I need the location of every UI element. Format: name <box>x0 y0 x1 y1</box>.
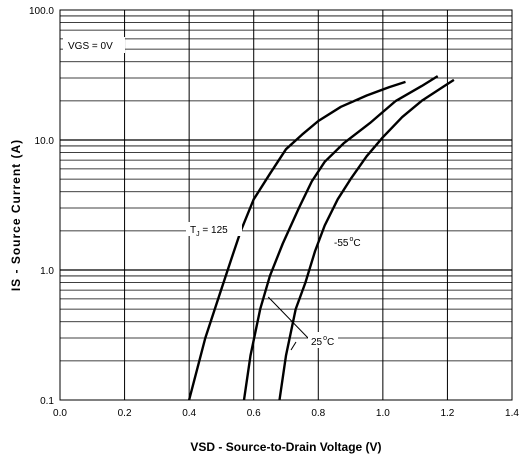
leader-line-25c-tail <box>290 341 297 351</box>
x-tick-label: 0.8 <box>311 408 325 419</box>
y-tick-label: 10.0 <box>35 136 55 147</box>
t-minus55-label: -55oC <box>334 236 361 249</box>
t-25-label: 25oC <box>311 335 334 348</box>
tj-subscript: J <box>196 231 200 238</box>
x-tick-label: 0.4 <box>182 408 196 419</box>
t-minus55-box <box>330 233 366 249</box>
x-tick-label: 1.0 <box>376 408 390 419</box>
x-tick-label: 0.2 <box>118 408 132 419</box>
tj-label-box <box>186 222 242 236</box>
x-tick-labels: 0.0 0.2 0.4 0.6 0.8 1.0 1.2 1.4 <box>53 408 519 419</box>
series-lines <box>187 75 455 401</box>
series-line-3 <box>278 78 455 401</box>
chart-grid <box>60 10 512 400</box>
t-25-value: 25 <box>311 337 323 348</box>
series-line-1 <box>187 80 406 401</box>
y-tick-label: 0.1 <box>40 396 54 407</box>
y-tick-label: 100.0 <box>29 6 54 17</box>
y-axis-title: IS - Source Current (A) <box>9 139 23 291</box>
annotation-leaders <box>267 296 311 351</box>
t-minus55-degree: o <box>349 236 353 243</box>
x-axis-title: VSD - Source-to-Drain Voltage (V) <box>190 440 381 454</box>
t-25-box <box>308 332 338 348</box>
tj-t: T <box>190 225 196 236</box>
vgs-label-box <box>63 37 125 53</box>
x-tick-label: 0.0 <box>53 408 67 419</box>
tj-125-label: TJ = 125 <box>190 225 228 238</box>
y-tick-label: 1.0 <box>40 266 54 277</box>
y-tick-labels: 0.1 1.0 10.0 100.0 <box>29 6 54 407</box>
tj-value: = 125 <box>200 225 229 236</box>
t-minus55-unit: C <box>353 238 360 249</box>
x-tick-label: 0.6 <box>247 408 261 419</box>
x-tick-label: 1.2 <box>440 408 454 419</box>
x-tick-label: 1.4 <box>505 408 519 419</box>
series-line-2 <box>242 75 439 401</box>
t-25-degree: o <box>323 335 327 342</box>
t-minus55-value: -55 <box>334 238 349 249</box>
vgs-label: VGS = 0V <box>68 41 113 52</box>
leader-line-25c <box>267 296 311 341</box>
t-25-unit: C <box>327 337 334 348</box>
plot-frame <box>59 9 513 401</box>
